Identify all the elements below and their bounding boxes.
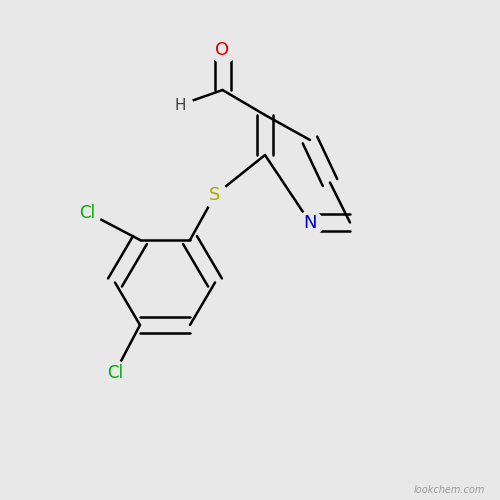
Text: Cl: Cl: [107, 364, 123, 382]
Text: N: N: [303, 214, 317, 232]
Text: O: O: [216, 41, 230, 59]
Text: S: S: [210, 186, 220, 204]
Text: H: H: [174, 98, 186, 112]
Text: lookchem.com: lookchem.com: [414, 485, 485, 495]
Text: Cl: Cl: [80, 204, 96, 222]
